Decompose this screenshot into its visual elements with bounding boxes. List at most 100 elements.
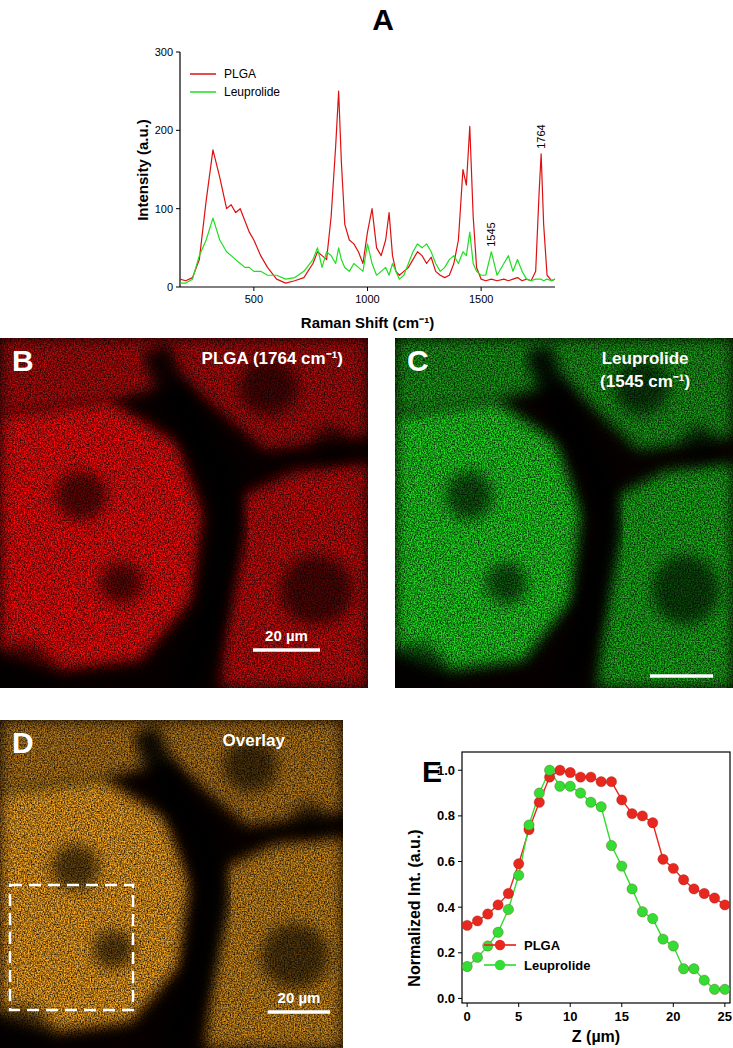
data-point <box>617 861 627 871</box>
map-speckle <box>0 338 368 688</box>
data-point <box>513 859 523 869</box>
y-tick-label: 0.4 <box>437 900 456 915</box>
y-tick-label: 0.2 <box>437 945 455 960</box>
y-tick-label: 0.6 <box>437 854 455 869</box>
x-tick-label: 500 <box>245 293 263 305</box>
data-point <box>472 952 482 962</box>
map-speckle <box>395 338 733 688</box>
data-point <box>555 765 565 775</box>
data-point <box>668 863 678 873</box>
x-tick <box>518 1003 519 1007</box>
data-point <box>668 941 678 951</box>
map-background <box>0 338 368 688</box>
series-line <box>467 770 725 925</box>
panel-label: PLGA (1764 cm⁻¹) <box>202 349 343 368</box>
plot-area <box>180 91 555 283</box>
data-point <box>617 795 627 805</box>
y-tick <box>176 130 180 131</box>
scale-bar <box>650 674 713 678</box>
legend-label: PLGA <box>524 938 561 953</box>
data-point <box>483 941 493 951</box>
data-point <box>627 808 637 818</box>
y-tick-label: 200 <box>155 124 173 136</box>
data-point <box>606 776 616 786</box>
x-tick-label: 1000 <box>355 293 379 305</box>
region-box <box>10 885 133 1010</box>
raman-map <box>0 338 368 688</box>
data-point <box>503 904 513 914</box>
plot-area <box>462 765 730 994</box>
data-point <box>575 788 585 798</box>
panel-title: D <box>12 726 34 759</box>
data-point <box>720 900 730 910</box>
x-tick <box>673 1003 674 1007</box>
x-tick <box>367 287 368 291</box>
data-point <box>709 984 719 994</box>
panel-title: C <box>407 344 429 377</box>
chart-1: 05101520250.00.20.40.60.81.0Z (µm)Normal… <box>406 752 732 1045</box>
legend-swatch <box>190 73 216 75</box>
data-point <box>720 984 730 994</box>
data-point <box>678 964 688 974</box>
x-tick <box>724 1003 725 1007</box>
x-tick <box>481 287 482 291</box>
legend-label: PLGA <box>224 67 256 81</box>
x-axis-label: Raman Shift (cm⁻¹) <box>301 314 434 331</box>
series-line <box>180 218 555 283</box>
data-point <box>462 961 472 971</box>
data-point <box>565 781 575 791</box>
legend-swatch <box>190 91 216 93</box>
data-point <box>565 767 575 777</box>
data-point <box>606 840 616 850</box>
data-point <box>647 913 657 923</box>
y-tick <box>458 998 462 999</box>
map-background <box>0 720 343 1048</box>
x-tick <box>253 287 254 291</box>
data-point <box>658 854 668 864</box>
x-tick-label: 1500 <box>469 293 493 305</box>
x-tick-label: 15 <box>615 1009 629 1024</box>
map-layer <box>0 720 343 1048</box>
scale-bar-label: 20 µm <box>265 627 308 644</box>
data-point <box>596 802 606 812</box>
y-tick <box>458 815 462 816</box>
data-point <box>483 909 493 919</box>
x-tick <box>467 1003 468 1007</box>
y-tick-label: 0 <box>167 281 173 293</box>
x-tick <box>621 1003 622 1007</box>
y-tick <box>176 287 180 288</box>
x-tick-label: 25 <box>718 1009 732 1024</box>
raman-map <box>0 720 343 1048</box>
y-axis-label: Intensity (a.u.) <box>134 119 151 221</box>
data-point <box>658 934 668 944</box>
x-tick-label: 10 <box>563 1009 577 1024</box>
panel-label: Overlay <box>223 731 286 750</box>
legend: PLGALeuprolide <box>484 938 590 973</box>
data-point <box>472 916 482 926</box>
data-point <box>637 907 647 917</box>
y-tick <box>176 208 180 209</box>
x-tick <box>570 1003 571 1007</box>
data-point <box>586 772 596 782</box>
panel-label: (1545 cm⁻¹) <box>600 372 690 391</box>
y-tick <box>458 907 462 908</box>
data-point <box>524 820 534 830</box>
raman-map <box>395 338 733 688</box>
y-tick <box>458 861 462 862</box>
data-point <box>493 927 503 937</box>
data-point <box>544 765 554 775</box>
data-point <box>689 884 699 894</box>
data-point <box>586 797 596 807</box>
data-point <box>699 975 709 985</box>
data-point <box>462 920 472 930</box>
data-point <box>513 870 523 880</box>
panel-title: E <box>422 755 442 788</box>
legend-label: Leuprolide <box>224 85 280 99</box>
series-line <box>180 91 555 283</box>
y-tick-label: 0.8 <box>437 808 455 823</box>
data-point <box>637 811 647 821</box>
y-tick <box>458 770 462 771</box>
y-axis-label: Normalized Int. (a.u.) <box>406 829 423 986</box>
data-point <box>699 888 709 898</box>
map-speckle <box>0 720 343 1048</box>
